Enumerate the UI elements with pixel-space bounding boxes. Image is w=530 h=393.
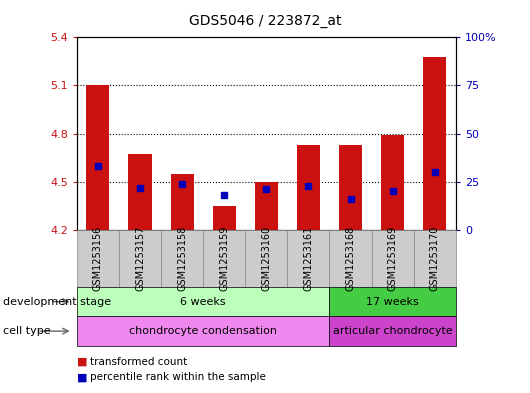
Text: GSM1253160: GSM1253160 — [261, 226, 271, 291]
Text: transformed count: transformed count — [90, 356, 187, 367]
Bar — [86, 86, 110, 230]
Bar — [339, 145, 362, 230]
Text: ■: ■ — [77, 372, 87, 382]
Bar — [381, 135, 404, 230]
Bar — [423, 57, 446, 230]
Bar — [128, 154, 152, 230]
Text: GSM1253159: GSM1253159 — [219, 226, 229, 291]
Bar — [297, 145, 320, 230]
Text: ■: ■ — [77, 356, 87, 367]
Text: 6 weeks: 6 weeks — [180, 297, 226, 307]
Bar — [255, 182, 278, 230]
Text: GSM1253168: GSM1253168 — [346, 226, 356, 291]
Text: GSM1253157: GSM1253157 — [135, 226, 145, 291]
Text: cell type: cell type — [3, 326, 50, 336]
Text: percentile rank within the sample: percentile rank within the sample — [90, 372, 266, 382]
Text: GDS5046 / 223872_at: GDS5046 / 223872_at — [189, 14, 341, 28]
Text: GSM1253156: GSM1253156 — [93, 226, 103, 291]
Text: GSM1253169: GSM1253169 — [387, 226, 398, 291]
Text: development stage: development stage — [3, 297, 111, 307]
Text: GSM1253170: GSM1253170 — [430, 226, 440, 291]
Text: articular chondrocyte: articular chondrocyte — [333, 326, 453, 336]
Bar — [171, 174, 193, 230]
Text: 17 weeks: 17 weeks — [366, 297, 419, 307]
Text: GSM1253161: GSM1253161 — [304, 226, 313, 291]
Bar — [213, 206, 236, 230]
Text: chondrocyte condensation: chondrocyte condensation — [129, 326, 277, 336]
Text: GSM1253158: GSM1253158 — [177, 226, 187, 291]
